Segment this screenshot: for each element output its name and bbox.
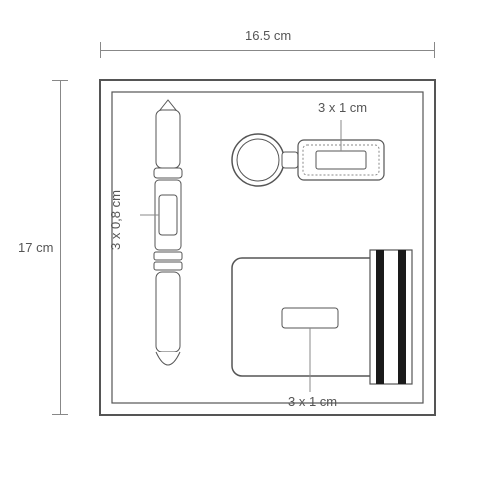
cardholder-callout-label: 3 x 1 cm xyxy=(288,394,337,409)
cardholder-icon xyxy=(232,250,412,392)
pen-callout-label: 3 x 0,8 cm xyxy=(108,190,123,250)
keychain-callout-label: 3 x 1 cm xyxy=(318,100,367,115)
product-diagram xyxy=(0,0,500,500)
